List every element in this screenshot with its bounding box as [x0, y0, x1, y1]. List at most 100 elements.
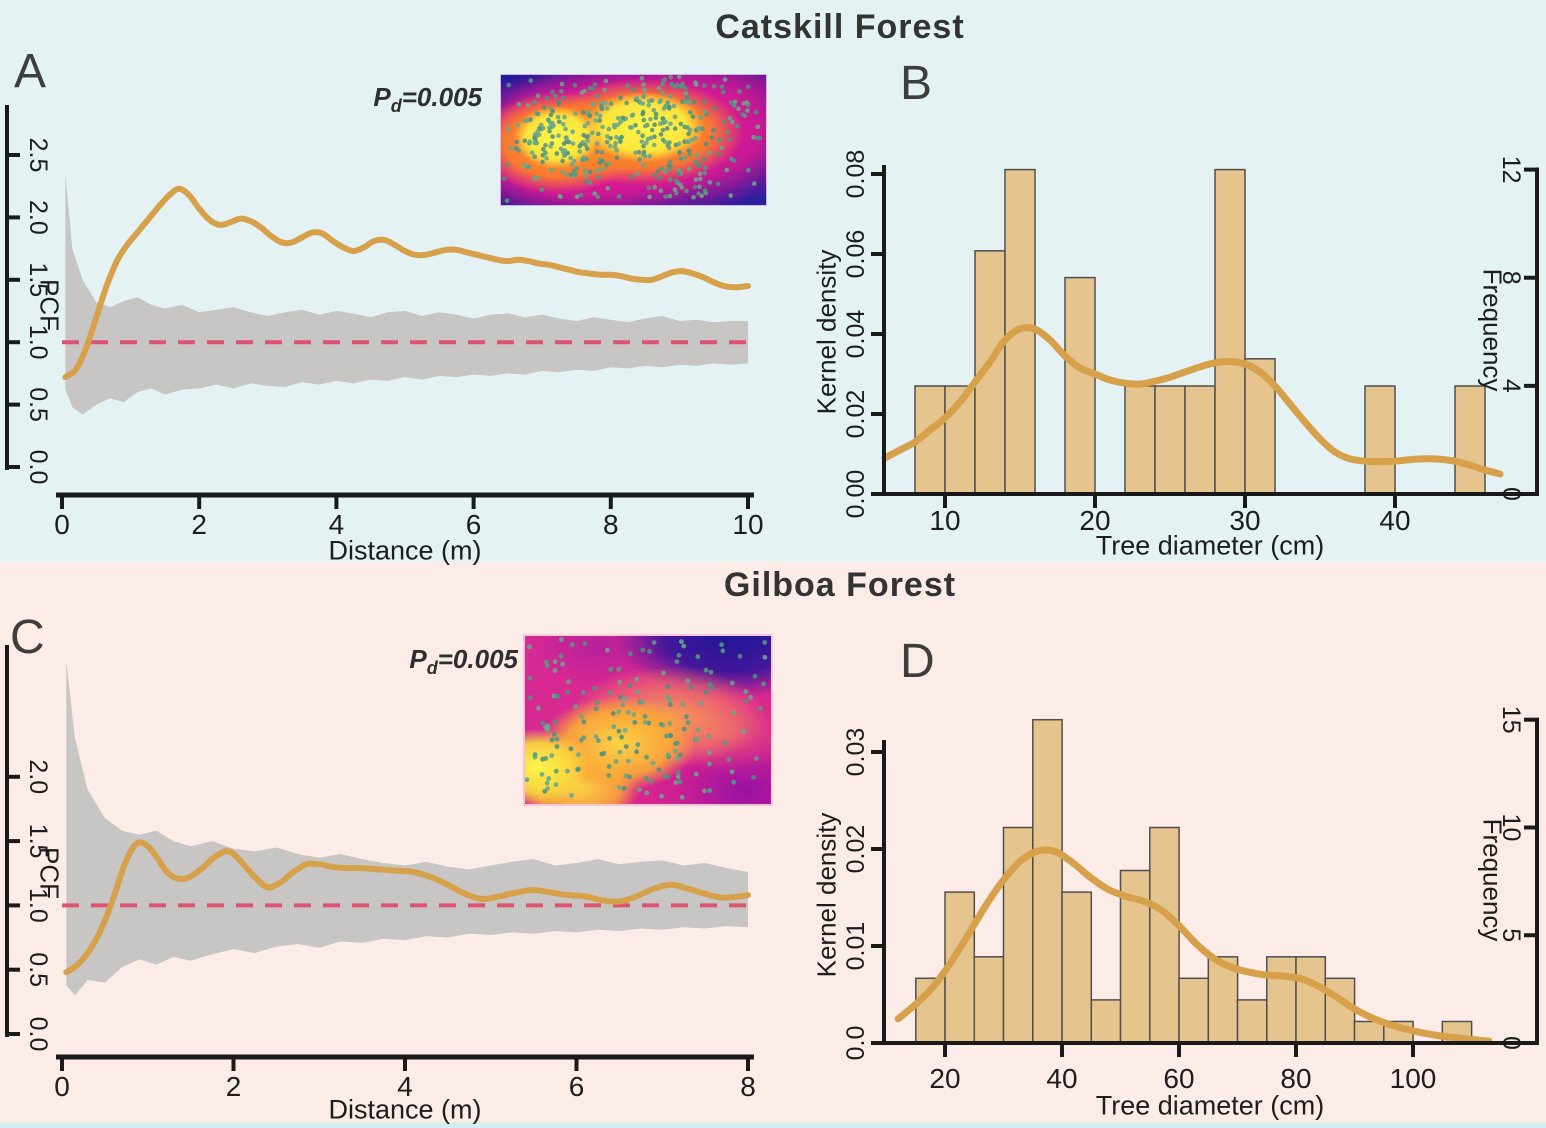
tree-point — [662, 773, 668, 779]
tree-point — [665, 752, 671, 758]
tree-point — [667, 106, 672, 111]
tree-point — [532, 176, 537, 181]
tree-point — [606, 764, 612, 769]
tree-point — [587, 85, 593, 91]
tree-point — [570, 129, 575, 134]
tree-point — [726, 757, 732, 762]
x-axis-title-b: Tree diameter (cm) — [1095, 530, 1325, 561]
tree-point — [663, 103, 668, 109]
tree-point — [729, 680, 735, 686]
tree-point — [596, 131, 601, 137]
tree-point — [656, 767, 662, 773]
tree-point — [539, 772, 545, 777]
histogram-bar — [1154, 385, 1186, 495]
tree-point — [613, 141, 618, 146]
tree-point — [708, 669, 714, 675]
pcf-curve — [62, 185, 751, 381]
tree-point — [532, 99, 538, 105]
tree-point — [700, 126, 705, 132]
tree-point — [595, 194, 601, 200]
tree-point — [569, 793, 574, 798]
tree-point — [561, 141, 567, 146]
tree-point — [559, 81, 565, 87]
tree-point — [647, 153, 652, 159]
tree-point — [627, 774, 632, 780]
tree-point — [504, 198, 510, 203]
tree-point — [590, 130, 595, 136]
tree-point — [703, 689, 709, 695]
tree-point — [656, 85, 662, 91]
histogram-bar — [1184, 385, 1216, 495]
tree-point — [658, 132, 664, 137]
tick-label: 12 — [1497, 156, 1525, 184]
tree-point — [695, 654, 701, 660]
tree-point — [676, 167, 681, 173]
tree-point — [597, 118, 602, 123]
section-title-gilboa: Gilboa Forest — [723, 566, 957, 604]
tree-point — [644, 754, 649, 760]
tree-point — [686, 148, 692, 153]
x-axis-title-a: Distance (m) — [328, 535, 482, 566]
tree-point — [543, 150, 548, 156]
tree-point — [502, 176, 507, 181]
tree-point — [722, 77, 728, 82]
tree-point — [633, 123, 638, 128]
tree-point — [687, 152, 692, 157]
tree-point — [583, 178, 589, 184]
tree-point — [554, 736, 560, 742]
pcf-curve — [63, 839, 751, 976]
tree-point — [540, 125, 546, 131]
tree-point — [687, 166, 692, 172]
tick-label: 4 — [329, 509, 345, 540]
tree-point — [724, 167, 730, 173]
tree-point — [636, 129, 641, 135]
tree-point — [607, 736, 612, 741]
pd-subscript: d — [390, 96, 402, 117]
tree-point — [581, 735, 587, 740]
tree-point — [682, 155, 687, 160]
top-half-background — [0, 0, 1546, 562]
tree-point — [527, 139, 533, 144]
y-axis-title-b-left: Kernel density — [811, 249, 842, 415]
tree-point — [663, 194, 668, 199]
tree-point — [560, 661, 565, 667]
tree-point — [545, 786, 550, 791]
tree-point — [711, 128, 716, 133]
tree-point — [593, 734, 599, 739]
tree-point — [557, 119, 562, 125]
tree-point — [659, 793, 665, 799]
tree-point — [686, 131, 691, 137]
tree-point — [641, 143, 646, 149]
tree-point — [587, 180, 593, 186]
tree-point — [640, 133, 645, 138]
tree-point — [679, 794, 685, 800]
y-axis-title-c: PCF — [34, 847, 65, 899]
tree-point — [596, 738, 601, 744]
tree-point — [604, 139, 610, 145]
tree-point — [681, 726, 687, 732]
tree-point — [587, 169, 593, 175]
tree-point — [604, 647, 610, 653]
tree-point — [525, 103, 531, 108]
tree-point — [653, 115, 659, 121]
tree-point — [743, 698, 749, 704]
pd-value: =0.005 — [401, 82, 482, 112]
tree-point — [676, 171, 681, 177]
y-axis-title-a: PCF — [34, 279, 65, 331]
tick-label: 0.02 — [842, 825, 870, 874]
tree-point — [678, 121, 684, 127]
tree-point — [621, 786, 627, 791]
tree-point — [617, 749, 623, 755]
tree-point — [616, 785, 622, 790]
tree-point — [737, 653, 743, 659]
tick-label: 0.03 — [842, 728, 870, 777]
tree-point — [544, 659, 549, 665]
tree-point — [645, 136, 651, 142]
tree-point — [625, 709, 631, 715]
tree-point — [602, 87, 607, 93]
tree-point — [618, 119, 623, 125]
tree-point — [614, 134, 619, 140]
tree-point — [652, 185, 657, 190]
tree-point — [674, 756, 680, 762]
